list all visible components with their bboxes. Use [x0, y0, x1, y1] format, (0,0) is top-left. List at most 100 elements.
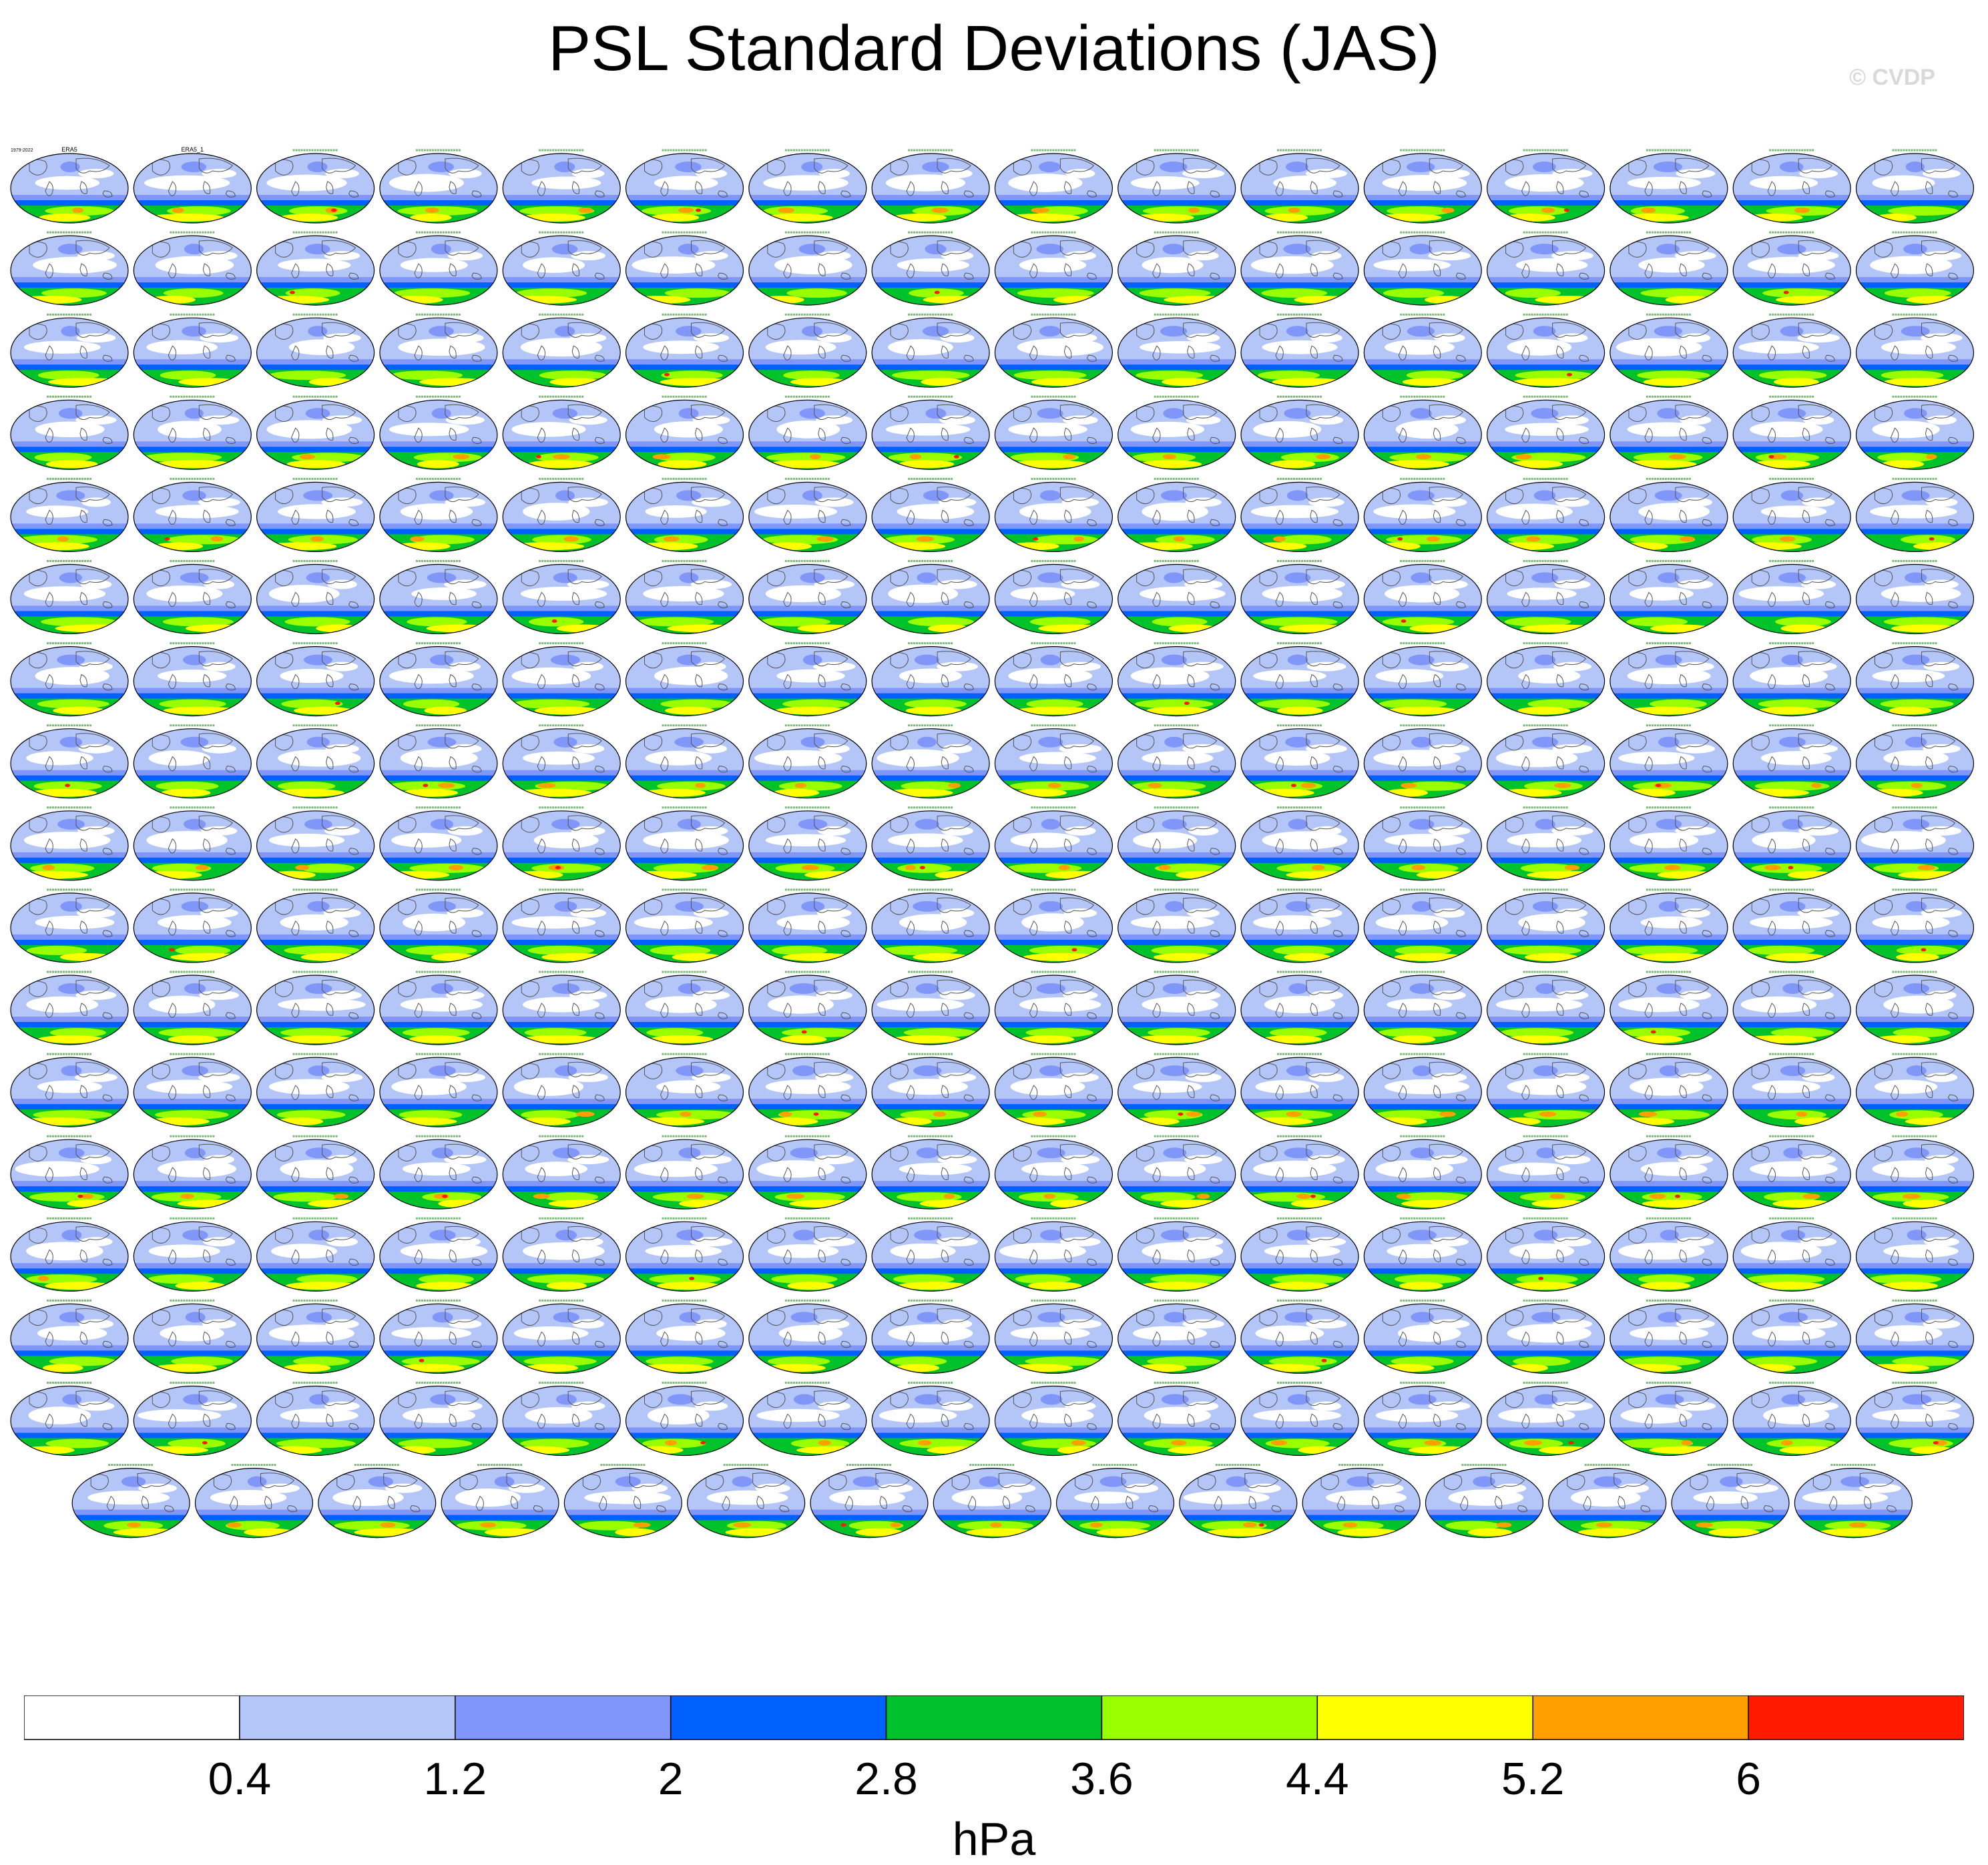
map-panel [1609, 395, 1728, 470]
map-outline [687, 1468, 806, 1539]
map-outline [994, 975, 1113, 1045]
map-panel [1363, 1382, 1482, 1456]
map-panel [871, 642, 990, 717]
map-panel [625, 1053, 744, 1127]
map-outline [10, 1139, 129, 1210]
map-panel [871, 313, 990, 388]
map-outline [1855, 810, 1975, 881]
map-panel [1855, 395, 1975, 470]
map-outline [1487, 235, 1605, 306]
map-outline [502, 1221, 621, 1292]
map-panel [1855, 560, 1975, 635]
map-panel [1732, 724, 1851, 799]
map-outline [502, 399, 621, 470]
colorbar-tick-label: 2 [658, 1754, 684, 1804]
map-outline [1240, 892, 1359, 963]
map-outline [1732, 563, 1851, 635]
map-outline [10, 317, 129, 388]
map-panel [1117, 231, 1236, 306]
map-panel [1487, 395, 1605, 470]
map-outline [10, 481, 129, 553]
map-outline [256, 1139, 375, 1210]
map-panel [1855, 642, 1975, 717]
colorbar-tick-label: 0.4 [208, 1754, 272, 1804]
map-panel [10, 1217, 129, 1292]
map-panel [1240, 231, 1359, 306]
map-outline [1855, 399, 1975, 470]
map-outline [502, 892, 621, 963]
map-outline [256, 153, 375, 224]
map-outline [625, 1221, 744, 1292]
map-outline [1732, 1303, 1851, 1374]
map-outline [1855, 645, 1975, 717]
colorbar-box [24, 1695, 240, 1740]
map-outline [994, 1303, 1113, 1374]
map-panel [1609, 1135, 1728, 1210]
map-panel [256, 1217, 375, 1292]
map-panel [1855, 1135, 1975, 1210]
map-outline [502, 1385, 621, 1456]
map-outline [1117, 892, 1236, 963]
colorbar-tick-label: 1.2 [424, 1754, 487, 1804]
map-panel [10, 1135, 129, 1210]
map-outline [625, 975, 744, 1045]
map-panel [994, 231, 1113, 306]
map-panel [871, 560, 990, 635]
map-outline [1732, 481, 1851, 553]
map-outline [1363, 1385, 1482, 1456]
map-panel [748, 231, 867, 306]
map-panel [1487, 313, 1605, 388]
map-panel [256, 477, 375, 553]
map-panel [1609, 806, 1728, 881]
map-panel [994, 477, 1113, 553]
map-panel [1732, 477, 1851, 553]
map-outline [625, 317, 744, 388]
map-panel [502, 560, 621, 635]
map-outline [1487, 892, 1605, 963]
map-panel [871, 395, 990, 470]
map-panel [256, 1135, 375, 1210]
map-panel [1363, 1053, 1482, 1127]
map-panel [1609, 642, 1728, 717]
map-panel [10, 1382, 129, 1456]
map-panel [1732, 313, 1851, 388]
map-panel [748, 477, 867, 553]
map-panel [1240, 642, 1359, 717]
map-panel [1117, 724, 1236, 799]
map-outline [1179, 1468, 1298, 1539]
map-outline [994, 399, 1113, 470]
map-outline [379, 1385, 498, 1456]
colorbar-box [1316, 1695, 1533, 1740]
map-panel [379, 395, 498, 470]
map-panel [1732, 888, 1851, 963]
map-panel [256, 971, 375, 1045]
map-panel [1117, 1299, 1236, 1374]
map-outline [10, 399, 129, 470]
map-panel [1117, 642, 1236, 717]
map-outline [994, 481, 1113, 553]
map-panel [625, 642, 744, 717]
map-panel [1240, 1299, 1359, 1374]
map-outline [748, 399, 867, 470]
map-outline [871, 810, 990, 881]
map-panel [625, 313, 744, 388]
map-panel [1117, 313, 1236, 388]
map-panel [256, 560, 375, 635]
map-outline [748, 728, 867, 799]
map-outline [1117, 153, 1236, 224]
map-panel [318, 1464, 437, 1539]
map-panel [379, 888, 498, 963]
map-outline [871, 645, 990, 717]
map-panel [1732, 971, 1851, 1045]
colorbar-box [1532, 1695, 1749, 1740]
map-panel [1363, 971, 1482, 1045]
map-panel [133, 1053, 252, 1127]
map-outline [1855, 1057, 1975, 1127]
map-panel [994, 313, 1113, 388]
map-panel [871, 724, 990, 799]
map-outline [1363, 481, 1482, 553]
map-outline [379, 399, 498, 470]
map-panel [502, 888, 621, 963]
map-panel [871, 971, 990, 1045]
map-outline [1732, 975, 1851, 1045]
